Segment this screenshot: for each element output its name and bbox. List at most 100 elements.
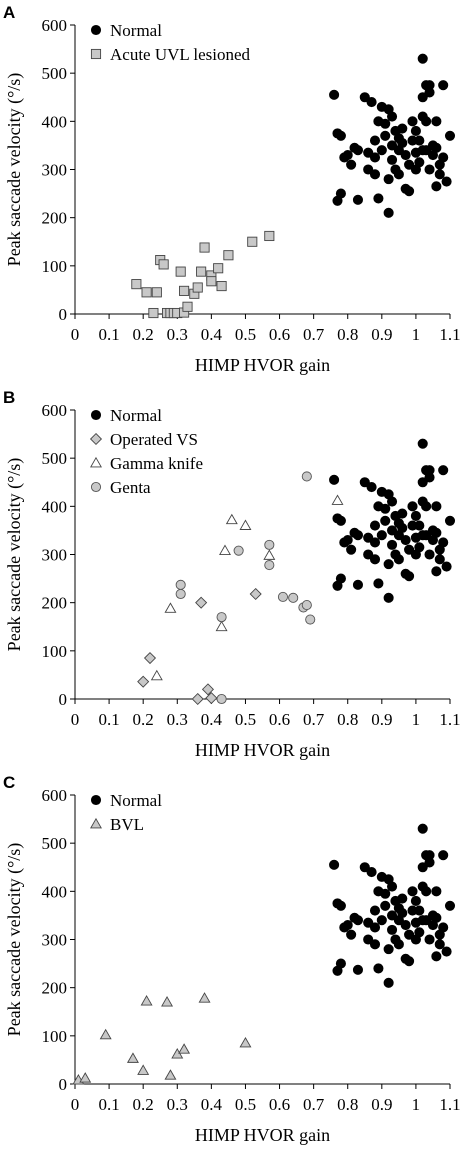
data-point — [141, 287, 152, 298]
data-point — [219, 544, 231, 555]
data-point — [380, 503, 391, 514]
legend-marker — [90, 409, 102, 421]
data-point — [249, 587, 262, 601]
y-tick-label: 0 — [59, 690, 68, 709]
data-point — [198, 992, 211, 1003]
data-point — [410, 895, 421, 907]
data-point — [424, 549, 435, 560]
data-point — [201, 683, 214, 696]
data-point — [393, 518, 404, 529]
data-point — [376, 530, 387, 541]
data-point — [233, 545, 244, 556]
legend-label: Acute UVL lesioned — [110, 45, 251, 64]
data-point — [393, 903, 404, 914]
y-axis-label: Peak saccade velocity (°/s) — [4, 843, 25, 1037]
data-point — [414, 135, 425, 146]
data-point — [195, 596, 208, 609]
data-point — [366, 97, 377, 108]
data-point — [376, 915, 387, 926]
legend-marker — [90, 817, 102, 829]
data-point — [414, 927, 425, 938]
data-point — [366, 867, 377, 878]
data-point — [438, 152, 449, 163]
data-point — [414, 542, 425, 553]
data-point — [383, 174, 394, 185]
x-tick-label: 0.4 — [201, 1095, 223, 1114]
data-point — [373, 193, 384, 204]
y-tick-label: 200 — [42, 209, 68, 228]
data-point — [164, 1069, 177, 1080]
legend-label: Normal — [110, 406, 162, 425]
x-tick-label: 0.8 — [337, 1095, 358, 1114]
legend: Normal Operated VS Gamma knife Genta — [89, 406, 203, 497]
data-point — [431, 181, 442, 192]
data-point — [386, 539, 398, 550]
data-point — [335, 900, 346, 911]
data-point — [438, 850, 449, 861]
data-point — [383, 944, 394, 955]
data-point — [342, 535, 353, 546]
panel-letter: C — [3, 773, 15, 792]
data-point — [417, 862, 428, 873]
data-point — [137, 1064, 150, 1075]
x-tick-label: 1.1 — [439, 710, 460, 729]
x-tick-label: 0.9 — [371, 1095, 392, 1114]
data-point — [386, 496, 398, 507]
data-point — [380, 900, 391, 911]
data-point — [431, 912, 442, 923]
y-tick-label: 0 — [59, 1075, 68, 1094]
x-tick-label: 0.3 — [167, 325, 188, 344]
x-tick-label: 0.1 — [98, 710, 119, 729]
data-point — [215, 620, 228, 632]
data-point — [369, 169, 381, 180]
data-point — [369, 135, 381, 146]
x-tick-label: 0.3 — [167, 1095, 188, 1114]
y-tick-label: 200 — [42, 979, 68, 998]
data-point — [383, 559, 394, 570]
panel-b: B 0 100 200 300 400 500 600 0 0.1 0.2 0.3 0.4 0.5 0.6 0… — [3, 388, 461, 760]
legend-label: Operated VS — [110, 430, 198, 449]
data-point — [383, 592, 394, 603]
data-point — [305, 614, 316, 625]
data-point — [417, 477, 428, 488]
data-point — [421, 116, 432, 127]
data-point — [400, 149, 411, 161]
data-point — [383, 977, 394, 988]
data-point — [363, 532, 374, 543]
y-tick-label: 600 — [42, 786, 68, 805]
data-point — [434, 169, 445, 180]
data-point — [400, 920, 411, 931]
y-tick-label: 400 — [42, 497, 68, 516]
data-point — [346, 159, 357, 170]
data-point — [346, 929, 357, 940]
data-point — [363, 917, 374, 928]
y-tick-label: 600 — [42, 401, 68, 420]
data-point — [205, 692, 218, 705]
data-point — [178, 1043, 191, 1054]
y-tick-label: 500 — [42, 64, 68, 83]
data-point — [441, 946, 452, 957]
x-tick-label: 0.9 — [371, 710, 392, 729]
series-genta — [175, 471, 316, 705]
x-tick-label: 0.7 — [303, 325, 325, 344]
series-normal — [329, 823, 456, 988]
x-tick-label: 0 — [71, 325, 80, 344]
data-point — [329, 859, 340, 870]
data-point — [239, 519, 252, 530]
data-point — [264, 539, 275, 550]
data-point — [151, 287, 162, 298]
data-point — [407, 501, 418, 512]
data-point — [444, 130, 456, 141]
data-point — [383, 207, 394, 218]
data-point — [417, 92, 428, 103]
data-point — [352, 194, 364, 205]
x-tick-label: 0.4 — [201, 710, 223, 729]
data-point — [206, 276, 217, 287]
data-point — [213, 263, 224, 274]
legend-marker — [89, 432, 103, 446]
data-point — [352, 530, 364, 541]
data-point — [331, 494, 344, 505]
data-point — [438, 922, 449, 933]
data-point — [424, 857, 435, 868]
x-tick-label: 0 — [71, 710, 80, 729]
